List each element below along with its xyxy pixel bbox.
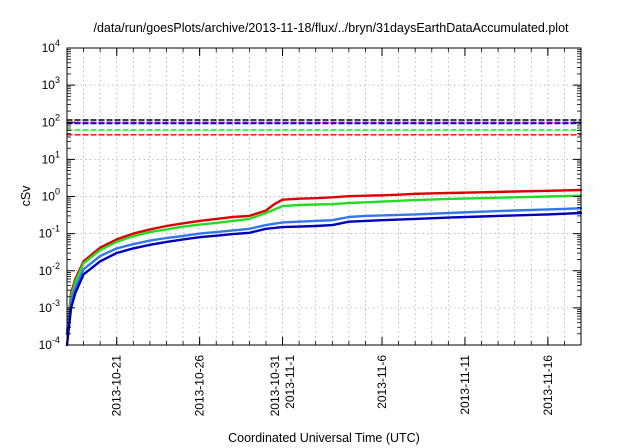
x-tick-label: 2013-11-16 (541, 355, 555, 416)
y-tick-label: 102 (42, 112, 60, 129)
y-tick-label: 100 (42, 187, 60, 204)
series-line (65, 188, 583, 335)
y-axis-label: cSv (19, 185, 33, 207)
series-line (65, 194, 583, 335)
y-tick-label: 101 (42, 149, 60, 166)
x-tick-label: 2013-11-11 (458, 355, 472, 415)
y-tick-label: 10-3 (39, 298, 60, 315)
series-lines (65, 119, 583, 347)
y-tick-label: 103 (42, 75, 60, 92)
x-tick-label: 2013-10-31 (268, 355, 282, 417)
x-tick-label: 2013-10-26 (193, 355, 207, 417)
y-tick-label: 10-1 (39, 224, 60, 241)
chart-title: /data/run/goesPlots/archive/2013-11-18/f… (93, 21, 569, 35)
y-tick-label: 10-2 (39, 261, 60, 278)
y-tick-label: 10-4 (39, 335, 60, 352)
x-tick-label: 2013-11-6 (375, 355, 389, 409)
x-tick-label: 2013-10-21 (110, 355, 124, 417)
y-tick-label: 104 (42, 38, 60, 55)
plot-frame (66, 47, 582, 346)
series-line (65, 211, 583, 347)
axis-ticks: 10-4 10-3 10-2 10-1 100 101 102 103 104 2013-10-2… (39, 38, 581, 416)
x-tick-label: 2013-11-1 (283, 355, 297, 409)
series-line (65, 207, 583, 335)
x-axis-label: Coordinated Universal Time (UTC) (228, 431, 420, 445)
